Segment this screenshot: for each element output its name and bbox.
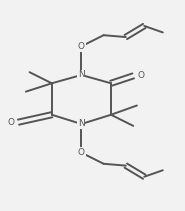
Text: O: O [78,42,85,51]
Text: O: O [78,148,85,157]
Text: O: O [137,71,144,80]
Text: O: O [8,118,15,127]
Text: N: N [78,119,85,128]
Text: N: N [78,70,85,80]
